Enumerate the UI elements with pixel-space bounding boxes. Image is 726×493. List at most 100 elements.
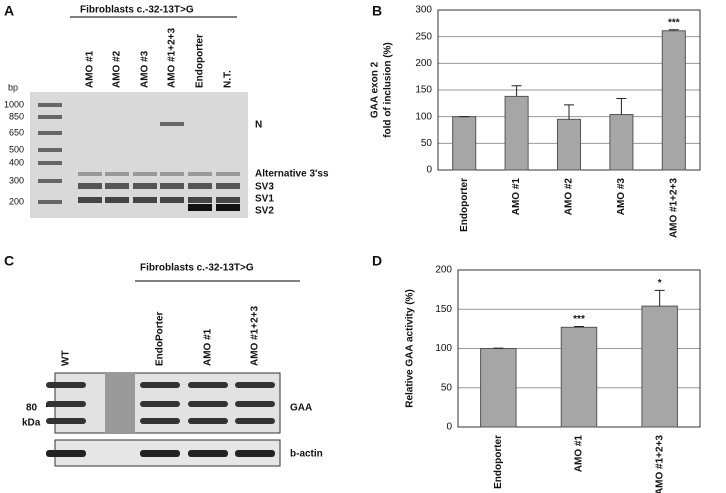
bar — [556, 118, 582, 171]
ladder-label: 400 — [9, 157, 24, 167]
bar — [560, 326, 598, 428]
significance: * — [658, 278, 662, 289]
gel-band — [78, 197, 102, 203]
blot-band — [188, 418, 228, 424]
ladder-band — [38, 161, 62, 165]
error-bar — [574, 326, 584, 328]
ladder-label: 500 — [9, 144, 24, 154]
lane-label: AMO #3 — [140, 50, 151, 88]
y-tick-label: 250 — [415, 31, 432, 42]
x-tick-label: AMO #1 — [511, 178, 522, 216]
bar — [480, 348, 517, 428]
panel-label: D — [372, 253, 382, 269]
y-tick-label: 200 — [435, 265, 452, 276]
marker: 80 — [26, 403, 38, 414]
ladder-label: 300 — [9, 175, 24, 185]
ladder-band — [38, 200, 62, 204]
blot-band — [235, 382, 275, 388]
row-label: GAA — [290, 403, 312, 414]
blot-band — [140, 450, 180, 457]
unit: bp — [8, 82, 18, 92]
gel-band — [188, 183, 212, 189]
blot-band — [46, 418, 86, 424]
x-tick-label: AMO #1+2+3 — [668, 178, 679, 238]
blot-band — [188, 450, 228, 457]
x-tick-label: AMO #3 — [616, 178, 627, 216]
ladder-label: 650 — [9, 127, 24, 137]
x-tick-label: Endoporter — [493, 435, 504, 489]
y-tick-label: 50 — [421, 138, 433, 149]
lane-label: WT — [61, 350, 72, 366]
x-tick-label: AMO #1+2+3 — [654, 435, 665, 493]
band-label: SV1 — [255, 194, 274, 205]
gel-band — [78, 183, 102, 189]
ladder-label: 850 — [9, 111, 24, 121]
lane-label: AMO #1 — [85, 50, 96, 88]
marker-unit: kDa — [22, 418, 41, 429]
y-axis-label: GAA exon 2 — [370, 61, 381, 118]
gel-band — [105, 183, 129, 189]
band-label: Alternative 3'ss — [255, 169, 329, 180]
y-tick-label: 150 — [415, 85, 432, 96]
ladder-band — [38, 131, 62, 135]
gel-band — [216, 172, 240, 176]
gel-band — [188, 204, 212, 211]
blot-band — [235, 418, 275, 424]
gel-band — [216, 204, 240, 211]
significance: *** — [573, 314, 585, 325]
bar — [504, 95, 529, 171]
bar — [452, 116, 477, 171]
gel-band — [105, 197, 129, 203]
ladder-band — [38, 115, 62, 119]
row-label: b-actin — [290, 449, 323, 460]
band-label: SV2 — [255, 206, 274, 217]
gel-header: Fibroblasts c.-32-13T>G — [80, 5, 194, 16]
ladder-band — [38, 148, 62, 152]
lane-label: EndoPorter — [155, 311, 166, 366]
gel-band — [105, 172, 129, 176]
blot-band — [140, 382, 180, 388]
y-tick-label: 50 — [441, 382, 453, 393]
y-axis-label: fold of inclusion (%) — [383, 42, 394, 138]
blot-band — [46, 450, 86, 457]
blot-band — [140, 401, 180, 407]
band-label: SV3 — [255, 182, 274, 193]
gel-band — [188, 172, 212, 176]
panel-label: B — [372, 3, 382, 19]
blot-band — [46, 401, 86, 407]
y-tick-label: 200 — [415, 58, 432, 69]
gel-band — [133, 172, 157, 176]
error-bar — [668, 29, 679, 31]
bar — [609, 114, 634, 171]
gel-band — [216, 197, 240, 203]
x-tick-label: AMO #1 — [574, 435, 585, 473]
gel-band — [160, 197, 184, 203]
significance: *** — [668, 17, 680, 28]
gel-band — [133, 183, 157, 189]
error-bar — [616, 98, 627, 115]
error-bar — [511, 85, 522, 97]
gel-band — [160, 122, 184, 126]
blot-band — [140, 418, 180, 424]
panel-label: C — [4, 253, 14, 269]
y-tick-label: 0 — [446, 422, 452, 433]
gel-band — [188, 197, 212, 203]
blot-band — [235, 450, 275, 457]
gel-band — [78, 172, 102, 176]
y-tick-label: 150 — [435, 304, 452, 315]
blot-band — [235, 401, 275, 407]
y-axis-label: Relative GAA activity (%) — [405, 289, 416, 408]
blot-band — [46, 382, 86, 388]
ladder-band — [38, 179, 62, 183]
error-bar — [564, 104, 574, 120]
panel-label: A — [4, 3, 14, 19]
ladder-label: 1000 — [4, 99, 24, 109]
blot-header: Fibroblasts c.-32-13T>G — [140, 263, 254, 274]
gel-band — [160, 172, 184, 176]
ladder-label: 200 — [9, 196, 24, 206]
error-bar — [654, 289, 665, 307]
gel-band — [160, 183, 184, 189]
ladder-band — [38, 103, 62, 107]
band-label: N — [255, 120, 262, 131]
